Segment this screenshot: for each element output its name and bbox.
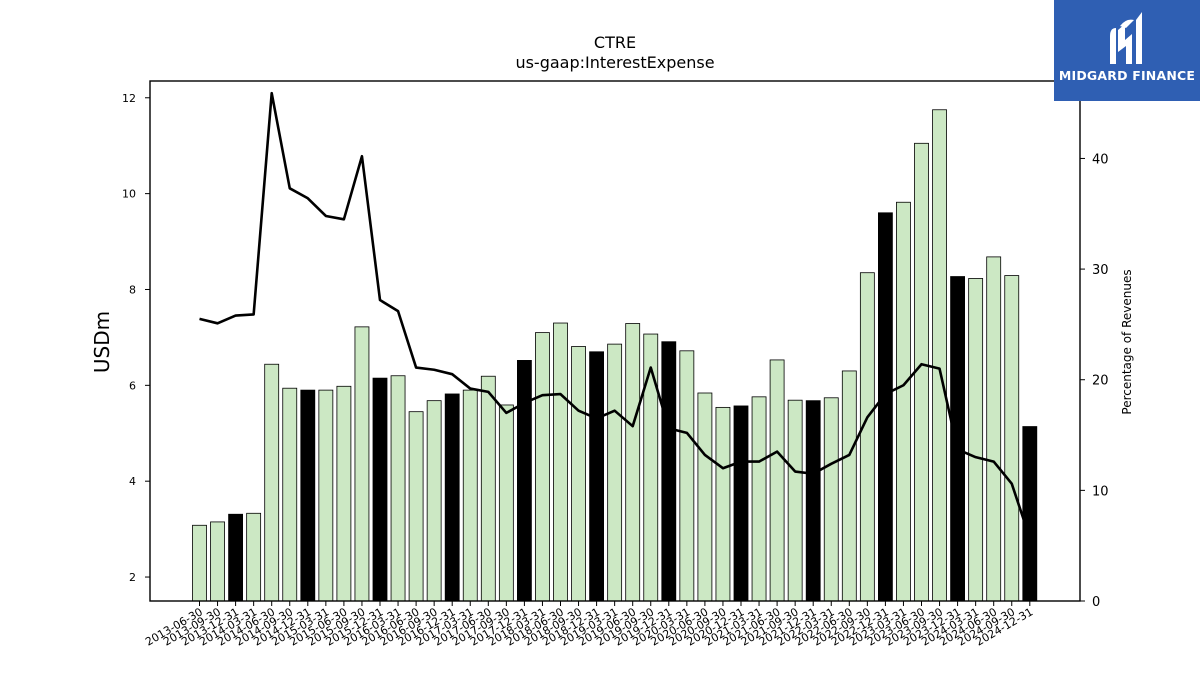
line-series (199, 91, 1032, 539)
bar (769, 359, 785, 602)
y2-tick-label: 20 (1092, 374, 1109, 389)
bar (246, 512, 262, 602)
bar (859, 272, 875, 602)
bar (950, 276, 965, 602)
bar (372, 377, 388, 602)
bar (679, 350, 695, 602)
bar (354, 326, 370, 602)
bar (264, 363, 280, 602)
bar (914, 142, 929, 602)
bar (986, 256, 1002, 602)
bar (661, 341, 677, 602)
bar (589, 351, 604, 602)
bar (823, 397, 839, 602)
y2-tick-label: 10 (1092, 484, 1109, 499)
bar (787, 399, 803, 602)
bar (607, 343, 623, 602)
y2-axis-label: Percentage of Revenues (1120, 269, 1134, 414)
y2-tick-label: 30 (1092, 263, 1109, 278)
bar (192, 524, 207, 602)
bar (408, 411, 424, 602)
bar (318, 389, 334, 602)
y-tick-label: 4 (129, 475, 136, 488)
bar (932, 109, 947, 602)
bar (841, 370, 857, 602)
y-axis-label: USDm (90, 311, 114, 373)
y-tick-label: 12 (122, 92, 136, 105)
bar (805, 400, 821, 602)
bar (1004, 275, 1020, 602)
bar (390, 375, 406, 602)
bar (571, 346, 586, 602)
bar (517, 360, 532, 602)
logo-text: MIDGARD FINANCE (1058, 68, 1196, 83)
y-tick-label: 6 (129, 379, 136, 392)
bar (210, 521, 225, 602)
bar (697, 392, 713, 602)
bar (228, 513, 244, 602)
bar (733, 405, 749, 602)
bar (878, 212, 893, 602)
bar (896, 201, 911, 602)
bar (625, 323, 641, 602)
y2-tick-label: 40 (1092, 152, 1109, 167)
axes: 246810120102030402013-06-302013-09-30201… (122, 80, 1109, 649)
bar (426, 400, 442, 602)
bar (282, 387, 298, 602)
bar (1022, 426, 1038, 602)
midgard-finance-logo: MIDGARD FINANCE (1054, 0, 1200, 101)
bar (300, 389, 316, 602)
bar (498, 404, 514, 602)
bar (751, 396, 767, 602)
bar (480, 375, 496, 602)
y-tick-label: 10 (122, 188, 136, 201)
y-tick-label: 8 (129, 283, 136, 296)
bar (968, 278, 984, 602)
percentage-line (199, 91, 1032, 539)
chart-title: CTRE (593, 33, 637, 52)
bar (715, 406, 731, 602)
y-tick-label: 2 (129, 571, 136, 584)
chart-subtitle: us-gaap:InterestExpense (515, 53, 715, 72)
bar (535, 332, 550, 602)
bar (336, 385, 352, 602)
bar (553, 322, 568, 602)
bar (444, 393, 460, 602)
midgard-logo-icon (1110, 12, 1142, 64)
y2-tick-label: 0 (1092, 595, 1100, 610)
bar-series (192, 109, 1038, 602)
bar (462, 389, 478, 602)
bar (643, 333, 659, 602)
